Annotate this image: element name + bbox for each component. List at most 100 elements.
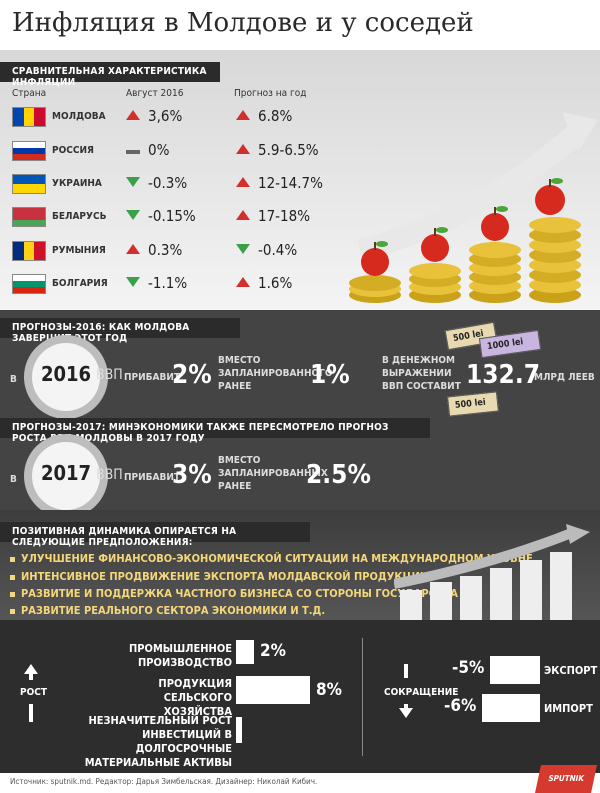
growth-bars-illustration bbox=[394, 524, 590, 620]
coin-stack-icon bbox=[409, 263, 461, 303]
column-header-august: Август 2016 bbox=[126, 88, 184, 99]
apple-icon bbox=[361, 241, 389, 276]
arrow-up-icon bbox=[236, 144, 250, 154]
dash-icon bbox=[126, 150, 140, 154]
table-row: МОЛДОВА 3,6% 6.8% bbox=[0, 104, 360, 130]
list-item: РАЗВИТИЕ И ПОДДЕРЖКА ЧАСТНОГО БИЗНЕСА СО… bbox=[10, 587, 458, 600]
august-value: 0% bbox=[148, 141, 170, 159]
investments-label: НЕЗНАЧИТЕЛЬНЫЙ РОСТ ИНВЕСТИЦИЙ В ДОЛГОСР… bbox=[84, 714, 232, 769]
growth-arrow-icon bbox=[394, 527, 576, 589]
apple-icon bbox=[481, 206, 509, 241]
inflation-comparison-section: СРАВНИТЕЛЬНАЯ ХАРАКТЕРИСТИКА ИНФЛЯЦИИ Ст… bbox=[0, 50, 600, 310]
arrow-down-icon bbox=[126, 277, 140, 287]
country-name: РУМЫНИЯ bbox=[52, 245, 106, 256]
arrow-up-icon bbox=[236, 110, 250, 120]
instead-label: ВМЕСТО ЗАПЛАНИРОВАННЫХ РАНЕЕ bbox=[218, 455, 328, 492]
industry-label: ПРОМЫШЛЕННОЕ ПРОИЗВОДСТВО bbox=[129, 642, 232, 669]
import-bar bbox=[482, 694, 540, 722]
bullet-icon bbox=[10, 574, 15, 580]
apple-icon bbox=[421, 227, 449, 262]
agriculture-bar bbox=[236, 676, 310, 704]
august-value: -1.1% bbox=[148, 274, 188, 292]
column-header-country: Страна bbox=[12, 88, 47, 99]
romania-flag-icon bbox=[12, 241, 46, 261]
money-label: В ДЕНЕЖНОМ ВЫРАЖЕНИИ ВВП СОСТАВИТ bbox=[382, 355, 461, 392]
agriculture-value: 8% bbox=[316, 680, 342, 700]
country-name: МОЛДОВА bbox=[52, 111, 106, 122]
gdp-growth-value: 2% bbox=[172, 360, 212, 390]
august-value: -0.3% bbox=[148, 174, 188, 192]
year-badge: 2016 bbox=[24, 335, 108, 419]
in-label: В bbox=[10, 374, 17, 385]
coins-apples-illustration bbox=[349, 112, 598, 303]
arrow-up-icon bbox=[126, 110, 140, 120]
section-heading-inflation: СРАВНИТЕЛЬНАЯ ХАРАКТЕРИСТИКА ИНФЛЯЦИИ bbox=[0, 62, 220, 88]
forecast-value: 5.9-6.5% bbox=[258, 141, 319, 159]
arrow-up-icon bbox=[24, 664, 38, 674]
country-name: РОССИЯ bbox=[52, 145, 94, 156]
arrow-up-icon bbox=[236, 210, 250, 220]
coin-stack-icon bbox=[529, 217, 581, 303]
august-value: -0.15% bbox=[148, 207, 196, 225]
forecast-value: 12-14.7% bbox=[258, 174, 323, 192]
table-row: БЕЛАРУСЬ -0.15% 17-18% bbox=[0, 204, 360, 230]
forecast-value: 17-18% bbox=[258, 207, 311, 225]
footer: Источник: sputnik.md. Редактор: Дарья Зи… bbox=[0, 765, 600, 793]
table-row: РОССИЯ 0% 5.9-6.5% bbox=[0, 138, 360, 164]
arrow-up-icon bbox=[236, 177, 250, 187]
assumptions-section: ПОЗИТИВНАЯ ДИНАМИКА ОПИРАЕТСЯ НА СЛЕДУЮЩ… bbox=[0, 510, 600, 620]
planned-value: 2.5% bbox=[306, 460, 371, 490]
belarus-flag-icon bbox=[12, 207, 46, 227]
arrow-down-icon bbox=[399, 708, 413, 718]
year-badge: 2017 bbox=[24, 434, 108, 518]
growth-arrow-icon bbox=[357, 121, 588, 261]
banknote-500-icon: 500 lei bbox=[447, 391, 499, 417]
investments-bar bbox=[236, 717, 242, 743]
in-label: В bbox=[10, 474, 17, 485]
divider bbox=[362, 638, 363, 756]
source-credit: Источник: sputnik.md. Редактор: Дарья Зи… bbox=[10, 777, 318, 786]
section-heading-2016: ПРОГНОЗЫ-2016: КАК МОЛДОВА ЗАВЕРШИТ ЭТОТ… bbox=[0, 318, 240, 344]
export-bar bbox=[490, 656, 540, 684]
gdp-growth-value: 3% bbox=[172, 460, 212, 490]
coin-stack-icon bbox=[349, 275, 401, 303]
bullet-icon bbox=[10, 591, 15, 597]
country-name: БОЛГАРИЯ bbox=[52, 278, 108, 289]
table-row: РУМЫНИЯ 0.3% -0.4% bbox=[0, 238, 360, 264]
russia-flag-icon bbox=[12, 141, 46, 161]
import-value: -6% bbox=[444, 696, 477, 716]
list-item: УЛУЧШЕНИЕ ФИНАНСОВО-ЭКОНОМИЧЕСКОЙ СИТУАЦ… bbox=[10, 552, 533, 565]
money-unit: МЛРД ЛЕЕВ bbox=[534, 372, 595, 383]
country-name: УКРАИНА bbox=[52, 178, 102, 189]
bullet-icon bbox=[10, 608, 15, 614]
gdp-label: ВВП bbox=[96, 367, 123, 383]
gdp-label: ВВП bbox=[96, 467, 123, 483]
industry-bar bbox=[236, 640, 254, 664]
year-value: 2016 bbox=[40, 362, 92, 386]
august-value: 3,6% bbox=[148, 107, 183, 125]
moldova-flag-icon bbox=[12, 107, 46, 127]
arrow-down-icon bbox=[126, 177, 140, 187]
section-heading-assumptions: ПОЗИТИВНАЯ ДИНАМИКА ОПИРАЕТСЯ НА СЛЕДУЮЩ… bbox=[0, 522, 310, 548]
industry-value: 2% bbox=[260, 641, 286, 661]
export-value: -5% bbox=[452, 658, 485, 678]
list-item: РАЗВИТИЕ РЕАЛЬНОГО СЕКТОРА ЭКОНОМИКИ И Т… bbox=[10, 604, 325, 617]
money-value: 132.7 bbox=[466, 360, 540, 390]
country-name: БЕЛАРУСЬ bbox=[52, 211, 107, 222]
adds-label: ПРИБАВИТ bbox=[124, 372, 180, 383]
agriculture-label: ПРОДУКЦИЯ СЕЛЬСКОГО ХОЗЯЙСТВА bbox=[158, 677, 232, 718]
title-bar: Инфляция в Молдове и у соседей bbox=[0, 0, 600, 50]
export-label: ЭКСПОРТ bbox=[544, 664, 598, 677]
column-header-forecast: Прогноз на год bbox=[234, 88, 307, 99]
list-item: ИНТЕНСИВНОЕ ПРОДВИЖЕНИЕ ЭКСПОРТА МОЛДАВС… bbox=[10, 570, 428, 583]
august-value: 0.3% bbox=[148, 241, 183, 259]
growth-label: РОСТ bbox=[20, 687, 47, 698]
coin-stack-icon bbox=[469, 242, 521, 303]
forecast-value: -0.4% bbox=[258, 241, 298, 259]
forecast-section: ПРОГНОЗЫ-2016: КАК МОЛДОВА ЗАВЕРШИТ ЭТОТ… bbox=[0, 310, 600, 518]
ukraine-flag-icon bbox=[12, 174, 46, 194]
arrow-down-icon bbox=[236, 244, 250, 254]
decline-label: СОКРАЩЕНИЕ bbox=[384, 687, 459, 698]
table-row: БОЛГАРИЯ -1.1% 1.6% bbox=[0, 271, 360, 297]
adds-label: ПРИБАВИТ bbox=[124, 472, 180, 483]
